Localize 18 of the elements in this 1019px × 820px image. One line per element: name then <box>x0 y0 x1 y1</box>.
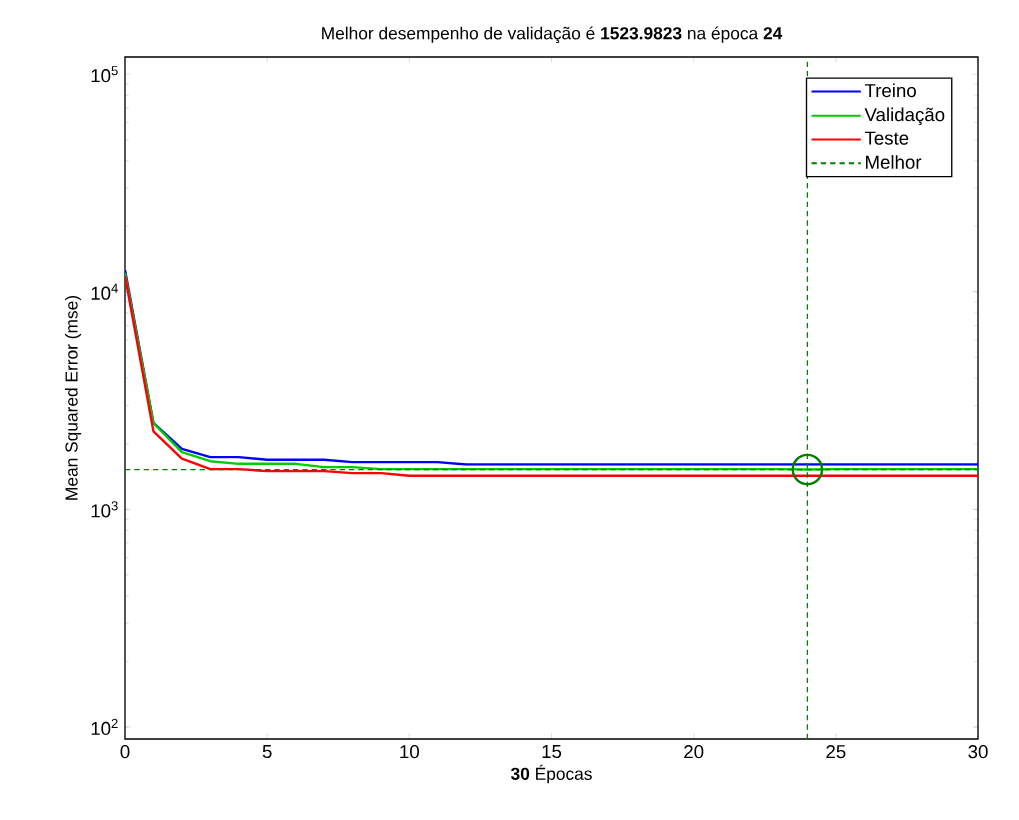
x-tick-label: 30 <box>968 745 988 759</box>
x-tick-label: 15 <box>542 745 562 759</box>
y-tick-label: 10$^{4}$ <box>91 283 118 300</box>
y-tick-label: 10$^{2}$ <box>91 718 118 736</box>
x-tick-label: 20 <box>684 745 704 759</box>
x-tick-label: 0 <box>120 745 130 759</box>
legend-label: Melhor <box>866 155 922 169</box>
legend-label: Validação <box>864 107 945 126</box>
x-tick-label: 10 <box>400 745 419 759</box>
y-tick-label: 10$^{5}$ <box>91 66 118 83</box>
x-tick-label: 25 <box>826 745 846 759</box>
legend-label: Teste <box>864 131 909 145</box>
x-tick-label: 5 <box>262 745 272 759</box>
y-axis-title: Mean Squared Error (mse) <box>64 296 82 500</box>
x-axis-title: 30 Épocas <box>510 764 592 784</box>
legend-label: Treino <box>864 83 916 98</box>
y-tick-label: 10$^{3}$ <box>91 501 118 518</box>
chart-title: Melhor desempenho de validação é 1523.9823 na época 24 <box>322 26 783 43</box>
